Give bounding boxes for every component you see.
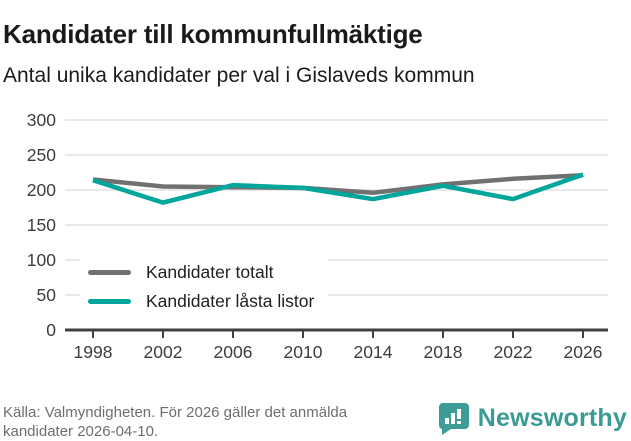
y-axis-tick-label: 0: [46, 320, 56, 340]
legend-item-lasta-listor: Kandidater låsta listor: [88, 287, 314, 316]
legend-label: Kandidater totalt: [146, 262, 274, 282]
source-line-1: Källa: Valmyndigheten. För 2026 gäller d…: [3, 404, 348, 421]
legend-swatch-teal: [88, 299, 131, 304]
x-axis-tick-label: 2014: [354, 342, 393, 362]
chart-legend: Kandidater totalt Kandidater låsta listo…: [80, 252, 329, 322]
legend-label: Kandidater låsta listor: [146, 291, 315, 311]
series-line-totalt: [92, 173, 584, 196]
x-axis-tick-label: 2010: [284, 342, 323, 362]
page-subtitle: Antal unika kandidater per val i Gislave…: [3, 64, 475, 87]
chart-canvas: 0 50 100 150 200 250 300 1998 2002 2006 2010 2014 20…: [27, 110, 608, 362]
legend-swatch-gray: [88, 270, 131, 275]
y-axis-tick-label: 200: [27, 180, 56, 200]
x-axis-tick-label: 2026: [564, 342, 603, 362]
line-chart: 0 50 100 150 200 250 300 1998 2002 2006 2010 2014 20…: [0, 100, 631, 370]
y-axis-tick-label: 250: [27, 145, 56, 165]
newsworthy-icon: [438, 403, 469, 435]
y-axis-tick-label: 50: [37, 285, 57, 305]
y-axis-tick-label: 150: [27, 215, 56, 235]
x-axis-tick-label: 1998: [74, 342, 113, 362]
series-line-lasta-listor: [92, 172, 584, 205]
source-note: Källa: Valmyndigheten. För 2026 gäller d…: [3, 403, 423, 441]
y-axis-tick-label: 300: [27, 110, 56, 130]
legend-item-totalt: Kandidater totalt: [88, 258, 314, 287]
x-axis-tick-label: 2018: [424, 342, 463, 362]
y-axis-tick-label: 100: [27, 250, 56, 270]
x-axis-tick-label: 2002: [144, 342, 183, 362]
source-line-2: kandidater 2026-04-10.: [3, 423, 159, 440]
x-axis-tick-label: 2006: [214, 342, 253, 362]
x-axis-tick-label: 2022: [494, 342, 533, 362]
page-title: Kandidater till kommunfullmäktige: [3, 19, 423, 50]
newsworthy-wordmark: Newsworthy: [477, 403, 627, 432]
newsworthy-logo: Newsworthy: [436, 401, 627, 435]
